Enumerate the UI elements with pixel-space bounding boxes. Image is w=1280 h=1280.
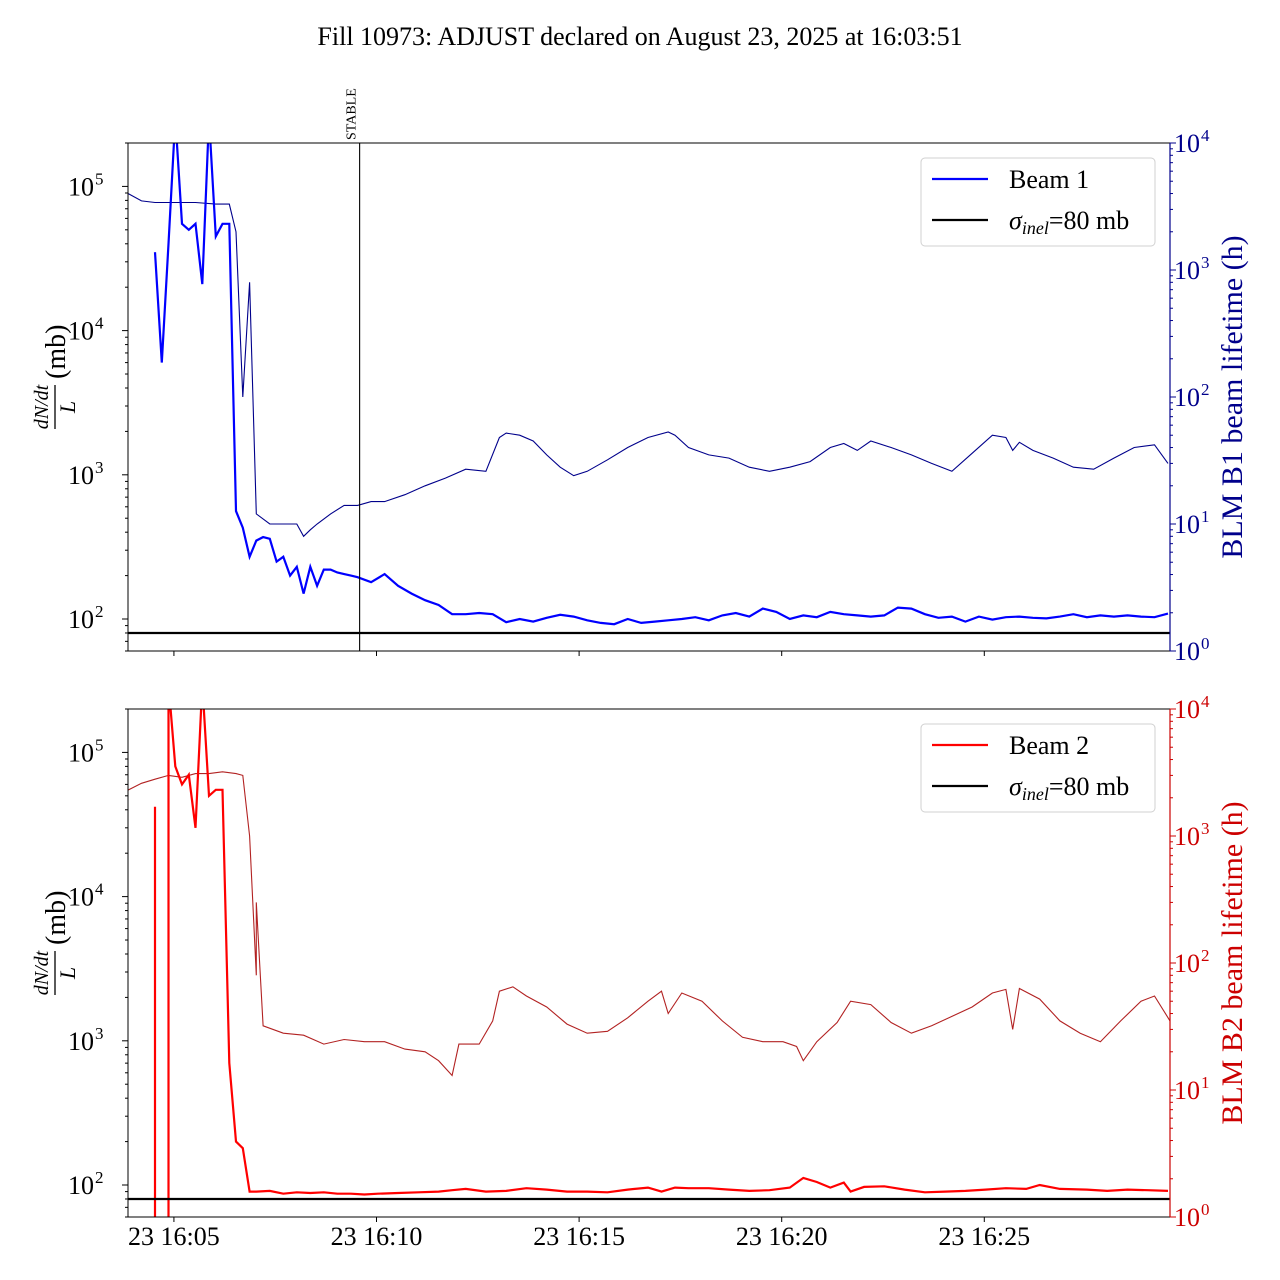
y-right-tick-label: 10 xyxy=(1174,129,1200,158)
y-left-label-numerator: dN/dt xyxy=(31,950,53,995)
y-left-tick-exponent: 5 xyxy=(95,735,104,754)
x-tick-label: 23 16:25 xyxy=(938,1222,1030,1251)
legend-sigma-symbol: σ xyxy=(1009,206,1023,235)
y-right-tick-label: 10 xyxy=(1174,695,1200,724)
y-right-tick-label: 10 xyxy=(1174,1203,1200,1232)
y-right-tick-exponent: 3 xyxy=(1201,253,1210,272)
y-left-tick-label: 10 xyxy=(68,1171,94,1200)
y-left-label-denominator: L xyxy=(55,967,80,980)
beam-line-series xyxy=(153,143,1169,626)
y-left-axis-label: dN/dt L (mb) xyxy=(31,325,80,430)
y-left-label-denominator: L xyxy=(55,401,80,414)
y-left-tick-exponent: 2 xyxy=(95,1168,104,1187)
legend-beam-label: Beam 1 xyxy=(1009,165,1089,194)
y-left-tick-label: 10 xyxy=(68,172,94,201)
y-right-axis-label: BLM B2 beam lifetime (h) xyxy=(1216,801,1249,1124)
y-left-tick-label: 10 xyxy=(68,605,94,634)
x-tick-label: 23 16:20 xyxy=(736,1222,828,1251)
y-left-tick-label: 10 xyxy=(68,461,94,490)
y-right-tick-exponent: 2 xyxy=(1201,946,1210,965)
legend-reference-label: σinel=80 mb xyxy=(1009,772,1129,804)
y-left-tick-label: 10 xyxy=(68,317,94,346)
y-left-tick-label: 10 xyxy=(68,738,94,767)
y-right-tick-label: 10 xyxy=(1174,256,1200,285)
y-left-axis-label: dN/dt L (mb) xyxy=(31,891,80,996)
y-right-tick-exponent: 4 xyxy=(1201,126,1210,145)
y-right-tick-exponent: 2 xyxy=(1201,380,1210,399)
y-right-tick-label: 10 xyxy=(1174,637,1200,666)
y-right-tick-exponent: 4 xyxy=(1201,692,1210,711)
legend-sigma-value: =80 mb xyxy=(1049,772,1129,801)
plot-area xyxy=(128,709,1170,1217)
y-right-tick-exponent: 0 xyxy=(1201,1200,1210,1219)
plot-area xyxy=(128,143,1170,635)
beam-line-series xyxy=(153,709,1169,1217)
legend-sigma-value: =80 mb xyxy=(1049,206,1129,235)
legend-reference-label: σinel=80 mb xyxy=(1009,206,1129,238)
y-right-tick-label: 10 xyxy=(1174,510,1200,539)
legend-beam-label: Beam 2 xyxy=(1009,731,1089,760)
legend-sigma-subscript: inel xyxy=(1022,218,1049,238)
x-tick-label: 23 16:05 xyxy=(128,1222,220,1251)
y-right-tick-exponent: 0 xyxy=(1201,634,1210,653)
legend-sigma-subscript: inel xyxy=(1022,784,1049,804)
y-left-tick-exponent: 4 xyxy=(95,314,104,333)
y-left-tick-exponent: 3 xyxy=(95,458,104,477)
y-left-tick-exponent: 2 xyxy=(95,602,104,621)
y-left-label-numerator: dN/dt xyxy=(31,384,53,429)
y-left-tick-exponent: 4 xyxy=(95,880,104,899)
legend-sigma-symbol: σ xyxy=(1009,772,1023,801)
x-tick-label: 23 16:10 xyxy=(331,1222,423,1251)
y-right-tick-exponent: 1 xyxy=(1201,507,1210,526)
y-left-tick-label: 10 xyxy=(68,1027,94,1056)
y-left-tick-exponent: 3 xyxy=(95,1024,104,1043)
y-right-tick-label: 10 xyxy=(1174,383,1200,412)
figure-title: Fill 10973: ADJUST declared on August 23… xyxy=(317,22,962,51)
x-tick-label: 23 16:15 xyxy=(533,1222,625,1251)
bottom-panel: 23 16:05 23 16:10 23 16:15 23 16:20 23 16:25… xyxy=(31,692,1249,1251)
y-right-tick-exponent: 3 xyxy=(1201,819,1210,838)
stable-marker-label: STABLE xyxy=(345,88,360,140)
y-left-tick-label: 10 xyxy=(68,883,94,912)
y-right-tick-label: 10 xyxy=(1174,1076,1200,1105)
lifetime-line-series xyxy=(128,193,1169,538)
y-right-tick-label: 10 xyxy=(1174,949,1200,978)
y-left-tick-exponent: 5 xyxy=(95,169,104,188)
y-left-label-unit: (mb) xyxy=(41,891,72,945)
y-right-tick-exponent: 1 xyxy=(1201,1073,1210,1092)
y-left-label-unit: (mb) xyxy=(41,325,72,379)
lifetime-line-series xyxy=(128,771,1170,1077)
y-right-tick-label: 10 xyxy=(1174,822,1200,851)
y-right-axis-label: BLM B1 beam lifetime (h) xyxy=(1216,235,1249,558)
